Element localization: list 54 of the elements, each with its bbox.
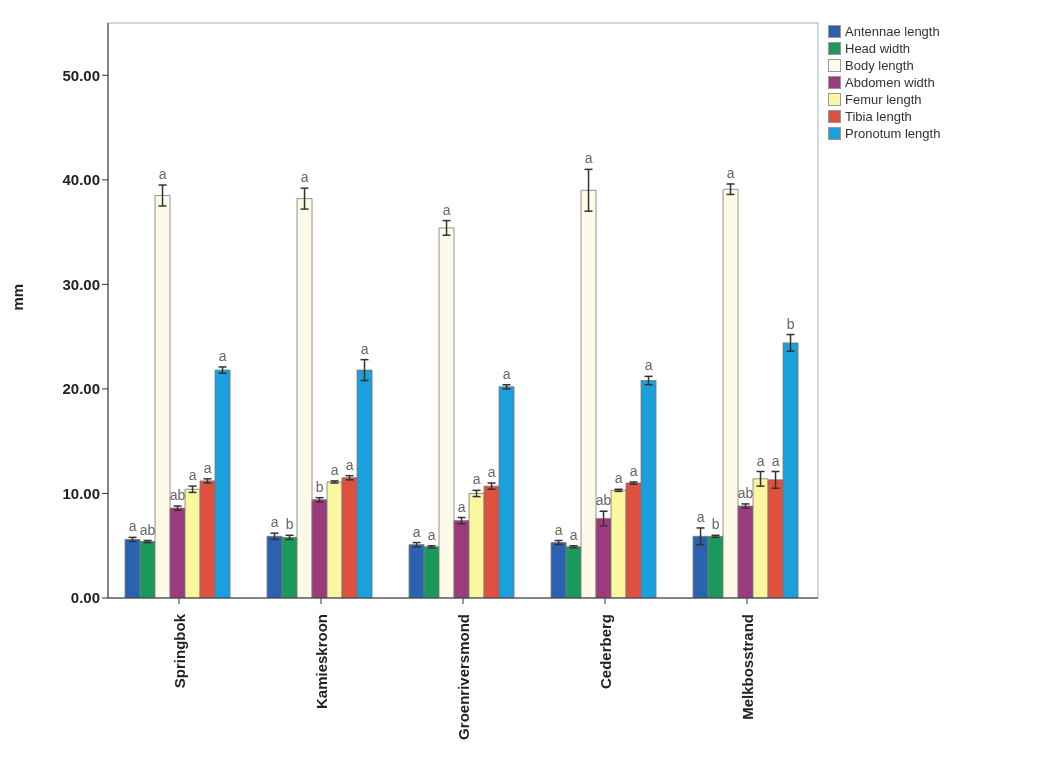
data-label: ab bbox=[139, 521, 156, 538]
data-label: a bbox=[188, 467, 197, 484]
data-label: a bbox=[427, 526, 436, 543]
data-label: b bbox=[285, 516, 294, 533]
y-tick-label: 30.00 bbox=[62, 275, 100, 293]
data-label: b bbox=[315, 478, 324, 495]
data-label: a bbox=[270, 514, 279, 531]
y-tick-label: 40.00 bbox=[62, 171, 100, 189]
data-label: a bbox=[330, 461, 339, 478]
y-tick-label: 10.00 bbox=[62, 484, 100, 502]
data-label: a bbox=[218, 347, 227, 364]
data-label: a bbox=[345, 456, 354, 473]
data-label: a bbox=[457, 498, 466, 515]
legend-label: Abdomen width bbox=[845, 74, 935, 91]
x-tick-label: Cederberg bbox=[596, 614, 614, 690]
data-label: a bbox=[554, 521, 563, 538]
legend-label: Body length bbox=[845, 57, 914, 74]
y-tick-label: 50.00 bbox=[62, 66, 100, 84]
data-label: a bbox=[487, 464, 496, 480]
data-label: a bbox=[158, 166, 167, 183]
y-tick-label: 0.00 bbox=[70, 589, 100, 607]
data-label: a bbox=[629, 462, 638, 479]
legend-label: Femur length bbox=[845, 91, 922, 108]
data-label: b bbox=[711, 516, 720, 533]
data-label: a bbox=[128, 518, 137, 535]
data-label: b bbox=[786, 315, 795, 332]
data-label: a bbox=[472, 471, 481, 488]
x-tick-label: Melkbosstrand bbox=[738, 614, 756, 720]
data-label: a bbox=[614, 470, 623, 487]
x-tick-label: Springbok bbox=[170, 613, 188, 689]
legend-label: Pronotum length bbox=[845, 125, 941, 142]
x-tick-label: Kamieskroon bbox=[312, 614, 330, 710]
data-label: a bbox=[756, 452, 765, 469]
legend-label: Tibia length bbox=[845, 108, 912, 125]
data-label: a bbox=[771, 452, 780, 469]
data-label: ab bbox=[595, 492, 612, 509]
data-label: a bbox=[360, 340, 369, 357]
legend-label: Antennae length bbox=[845, 23, 940, 40]
data-label: a bbox=[412, 523, 421, 540]
data-label: a bbox=[584, 150, 593, 167]
data-label: a bbox=[726, 165, 735, 181]
data-label: ab bbox=[169, 487, 186, 503]
y-tick-label: 20.00 bbox=[62, 380, 100, 398]
data-label: a bbox=[442, 201, 451, 218]
data-label: a bbox=[502, 365, 511, 382]
y-axis-title: mm bbox=[9, 283, 27, 311]
data-label: a bbox=[644, 357, 653, 374]
data-label: a bbox=[696, 508, 705, 525]
data-label: a bbox=[569, 526, 578, 543]
data-label: a bbox=[203, 459, 212, 476]
data-label: a bbox=[300, 169, 309, 186]
legend-label: Head width bbox=[845, 40, 911, 57]
x-tick-label: Groenriversmond bbox=[454, 614, 472, 740]
data-label: ab bbox=[737, 484, 754, 501]
